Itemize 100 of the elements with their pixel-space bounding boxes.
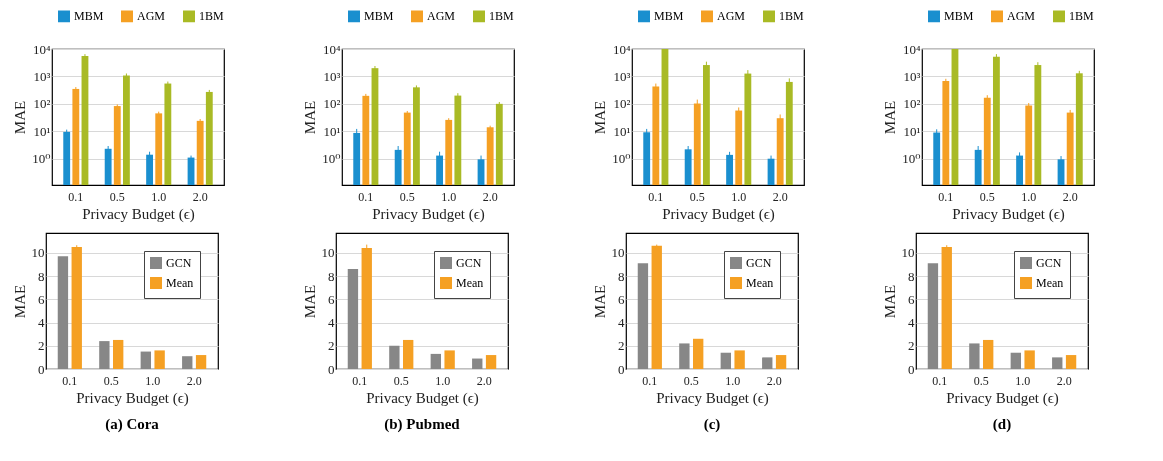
y-tick-label: 10³	[323, 68, 341, 84]
text: (d)	[992, 416, 1012, 433]
bar	[182, 356, 193, 369]
legend-label: Mean	[746, 276, 774, 290]
x-tick-label: 0.5	[979, 189, 995, 204]
x-axis-title: Privacy Budget (ϵ)	[662, 205, 775, 223]
bar	[1052, 357, 1063, 369]
y-tick-label: 2	[618, 338, 625, 354]
y-tick-label: 6	[38, 291, 45, 307]
y-tick-label: 10⁰	[612, 151, 631, 167]
y-tick-label: 10⁴	[322, 41, 341, 57]
y-tick-label: 10	[611, 245, 625, 261]
x-axis-title: Privacy Budget (ϵ)	[82, 205, 195, 223]
legend-label: 1BM	[779, 9, 804, 24]
x-tick-label: 0.5	[399, 189, 415, 204]
legend-label: 1BM	[489, 9, 514, 24]
y-tick-label: 8	[908, 268, 915, 284]
x-tick-label: 2.0	[476, 373, 492, 388]
y-tick-label: 10	[321, 245, 335, 261]
x-axis-title: Privacy Budget (ϵ)	[946, 389, 1059, 407]
legend-label: GCN	[456, 256, 482, 270]
y-axis-title: MAE	[882, 100, 899, 135]
y-tick-label: 4	[328, 315, 335, 330]
bar	[485, 355, 497, 369]
y-tick-label: 10³	[33, 68, 51, 84]
y-tick-label: 6	[618, 291, 625, 307]
y-axis-title: MAE	[591, 284, 608, 319]
y-tick-label: 2	[328, 338, 335, 354]
y-tick-label: 0	[328, 361, 335, 377]
bar	[927, 263, 939, 369]
x-tick-label: 1.0	[731, 189, 747, 204]
legend-label: Mean	[456, 276, 484, 290]
x-tick-label: 0.5	[683, 373, 699, 388]
x-tick-label: 2.0	[1056, 373, 1072, 388]
x-axis-title: Privacy Budget (ϵ)	[372, 205, 485, 223]
y-tick-label: 10²	[33, 96, 51, 112]
text: (a) Cora	[105, 416, 160, 433]
x-tick-label: 0.1	[938, 189, 954, 204]
y-tick-label: 0	[38, 361, 45, 377]
bar	[969, 343, 980, 369]
bar	[71, 246, 82, 369]
x-tick-label: 0.5	[689, 189, 705, 204]
y-tick-label: 10¹	[613, 123, 631, 139]
bar	[389, 345, 400, 369]
y-tick-label: 10¹	[323, 123, 341, 139]
x-tick-label: 1.0	[725, 373, 741, 388]
x-axis-title: Privacy Budget (ϵ)	[76, 389, 189, 407]
x-tick-label: 1.0	[1015, 373, 1031, 388]
x-tick-label: 2.0	[186, 373, 202, 388]
x-tick-label: 2.0	[1062, 189, 1078, 204]
y-tick-label: 4	[618, 315, 625, 330]
bar	[347, 269, 359, 369]
legend-label: Mean	[1036, 276, 1064, 290]
y-axis-title: MAE	[881, 284, 898, 319]
bar	[941, 246, 952, 369]
y-tick-label: 10⁴	[902, 41, 921, 57]
x-tick-label: 0.5	[103, 373, 119, 388]
x-tick-label: 0.1	[932, 373, 948, 388]
y-tick-label: 0	[618, 361, 625, 377]
text: (c)	[703, 416, 721, 433]
bar	[403, 339, 414, 369]
y-tick-label: 8	[38, 268, 45, 284]
legend-label: AGM	[717, 9, 746, 24]
legend-label: GCN	[166, 256, 192, 270]
y-tick-label: 0	[908, 361, 915, 377]
y-tick-label: 10⁴	[612, 41, 631, 57]
y-tick-label: 10¹	[903, 123, 921, 139]
bar	[99, 341, 110, 369]
y-tick-label: 10²	[323, 96, 341, 112]
y-tick-label: 8	[328, 268, 335, 284]
bar	[430, 353, 441, 369]
x-tick-label: 0.5	[393, 373, 409, 388]
x-tick-label: 0.5	[973, 373, 989, 388]
bar	[679, 343, 690, 369]
bar	[1010, 352, 1021, 369]
bar	[734, 350, 745, 369]
legend-label: MBM	[364, 9, 394, 24]
bar	[720, 352, 731, 369]
x-tick-label: 0.1	[352, 373, 368, 388]
y-axis-title: MAE	[12, 100, 29, 135]
bar	[1065, 355, 1077, 369]
bar	[1024, 350, 1035, 369]
y-tick-label: 10²	[903, 96, 921, 112]
y-tick-label: 6	[328, 291, 335, 307]
legend-label: AGM	[137, 9, 166, 24]
y-axis-title: MAE	[11, 284, 28, 319]
x-tick-label: 1.0	[435, 373, 451, 388]
x-tick-label: 1.0	[145, 373, 161, 388]
y-tick-label: 2	[908, 338, 915, 354]
bar	[775, 355, 787, 369]
x-tick-label: 1.0	[1021, 189, 1037, 204]
legend-label: 1BM	[199, 9, 224, 24]
x-axis-title: Privacy Budget (ϵ)	[656, 389, 769, 407]
x-tick-label: 2.0	[192, 189, 208, 204]
bar	[113, 339, 124, 369]
x-tick-label: 2.0	[766, 373, 782, 388]
x-tick-label: 2.0	[482, 189, 498, 204]
y-tick-label: 2	[38, 338, 45, 354]
x-tick-label: 0.5	[109, 189, 125, 204]
legend-label: 1BM	[1069, 9, 1094, 24]
